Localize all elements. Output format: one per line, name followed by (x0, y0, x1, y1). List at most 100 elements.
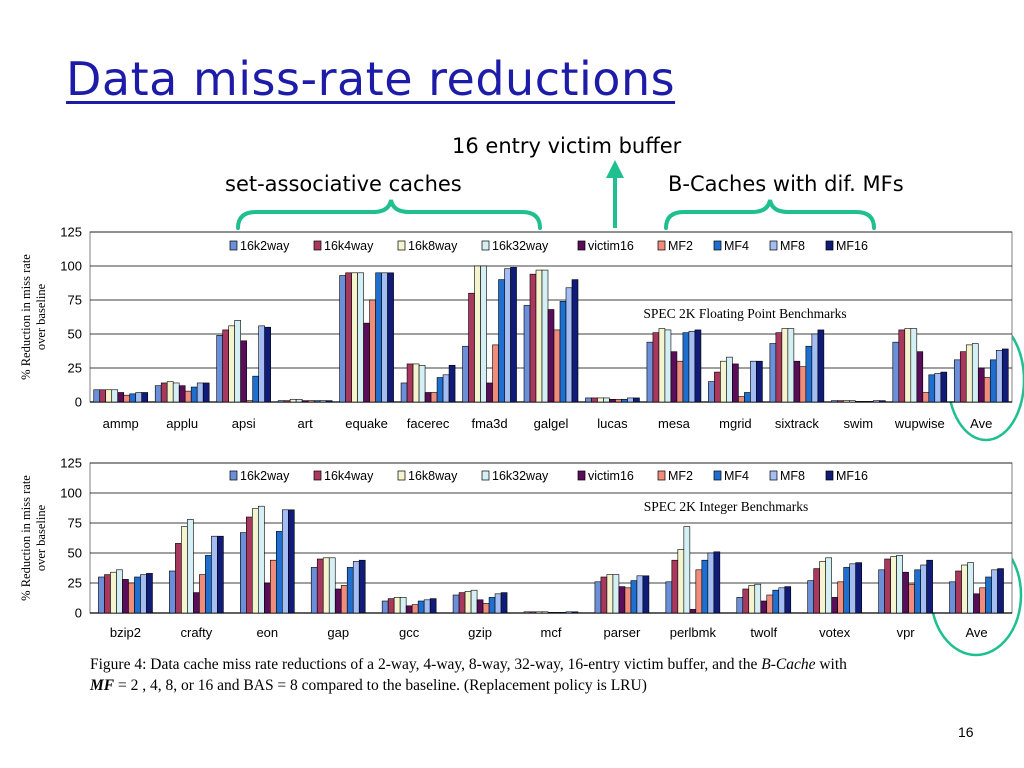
bar-victim16-equake (363, 322, 370, 403)
bar-MF8-sixtrack (811, 333, 819, 403)
legend-swatch (577, 240, 586, 251)
bar-victim16-gzip (476, 599, 484, 614)
bar-16k4way-bzip2 (104, 574, 111, 614)
bar-MF2-sixtrack (799, 366, 807, 403)
bar-16k32way-mesa (664, 329, 672, 403)
legend-swatch (481, 240, 490, 251)
bar-MF2-parser (624, 587, 632, 614)
bar-MF2-perlbmk (695, 569, 703, 614)
bar-MF16-galgel (571, 279, 579, 403)
legend-label: 16k2way (240, 469, 290, 483)
bar-victim16-Ave (973, 593, 980, 614)
bar-16k4way-fma3d (468, 292, 475, 403)
legend-label: 16k8way (408, 239, 458, 253)
bar-16k8way-mesa (658, 328, 666, 403)
bar-MF2-mesa (676, 360, 684, 403)
legend-label: 16k4way (324, 469, 374, 483)
bar-16k4way-eon (246, 516, 253, 614)
legend-label: MF2 (668, 239, 693, 253)
bar-16k2way-bzip2 (98, 576, 105, 614)
bar-16k8way-sixtrack (781, 328, 789, 403)
bar-16k8way-apsi (228, 325, 235, 403)
bar-16k2way-art (277, 400, 285, 403)
bar-16k8way-lucas (597, 397, 604, 403)
bar-16k2way-lucas (585, 397, 592, 403)
legend-label: MF16 (836, 469, 868, 483)
legend-swatch (397, 470, 406, 481)
bar-16k32way-wupwise (910, 328, 918, 403)
bar-16k2way-gzip (452, 594, 460, 614)
bar-victim16-Ave (977, 367, 985, 403)
bar-MF16-twolf (784, 586, 792, 614)
bar-16k4way-mcf (529, 611, 537, 614)
bar-MF2-gap (340, 585, 348, 614)
bar-victim16-mgrid (732, 363, 739, 403)
bar-MF2-Ave (979, 587, 986, 614)
bar-MF2-applu (184, 390, 192, 403)
bar-MF16-vpr (926, 559, 933, 614)
bar-MF2-Ave (983, 377, 991, 403)
bar-16k32way-gzip (470, 589, 478, 614)
slide-title: Data miss-rate reductions (66, 52, 676, 106)
bar-16k4way-votex (813, 568, 820, 614)
y-tick-label: 50 (68, 327, 82, 342)
category-label: Ave (970, 416, 992, 431)
bar-16k32way-swim (849, 400, 856, 403)
page-number: 16 (958, 724, 974, 740)
bar-MF8-apsi (258, 325, 265, 403)
bar-16k2way-ammp (93, 389, 101, 403)
bar-MF16-mcf (571, 611, 579, 614)
category-label: sixtrack (775, 416, 820, 431)
bar-MF16-parser (642, 575, 650, 614)
bar-16k32way-fma3d (480, 265, 487, 403)
bar-MF2-gcc (411, 604, 419, 614)
bar-MF2-votex (837, 581, 844, 614)
bar-victim16-vpr (902, 571, 909, 614)
bar-16k4way-Ave (959, 351, 967, 403)
bar-16k2way-gcc (381, 600, 389, 614)
bar-MF4-twolf (772, 589, 780, 614)
bar-MF16-gzip (500, 592, 508, 614)
bar-16k2way-twolf (736, 597, 744, 614)
legend-swatch (769, 470, 778, 481)
legend-swatch (657, 470, 666, 481)
bar-MF16-ammp (141, 392, 149, 403)
bar-MF4-facerec (436, 377, 444, 403)
bar-MF16-mgrid (756, 360, 763, 403)
category-label: eon (256, 625, 278, 640)
bar-16k4way-facerec (406, 363, 414, 403)
bar-16k2way-votex (807, 580, 814, 614)
bar-16k2way-fma3d (462, 345, 469, 403)
bar-16k8way-wupwise (904, 328, 912, 403)
bar-MF4-sixtrack (805, 345, 813, 403)
bar-16k2way-galgel (523, 305, 531, 403)
bar-16k32way-ammp (111, 389, 119, 403)
bar-victim16-mcf (547, 612, 555, 614)
bar-MF2-mcf (553, 612, 561, 614)
bar-16k8way-Ave (961, 564, 968, 614)
bar-MF2-lucas (615, 398, 622, 403)
bar-MF2-wupwise (922, 392, 930, 403)
bar-MF4-Ave (985, 576, 992, 614)
bar-MF16-eon (288, 509, 295, 614)
bar-16k32way-Ave (971, 343, 979, 403)
bar-16k8way-equake (351, 272, 358, 403)
category-label: art (298, 416, 314, 431)
bar-16k4way-mgrid (714, 371, 721, 403)
bar-MF8-wupwise (934, 373, 942, 403)
bar-16k32way-vpr (896, 555, 903, 614)
bar-MF8-Ave (991, 569, 998, 614)
bar-victim16-ammp (117, 392, 125, 403)
bar-16k32way-apsi (234, 320, 241, 403)
bar-MF2-art (307, 400, 315, 403)
bar-MF4-gzip (488, 597, 496, 614)
y-axis-label: over baseline (34, 504, 48, 571)
legend-label: MF2 (668, 469, 693, 483)
bar-MF8-galgel (565, 287, 573, 403)
bar-MF4-bzip2 (134, 576, 141, 614)
bar-16k32way-votex (825, 557, 832, 614)
bar-victim16-fma3d (486, 382, 493, 403)
bar-16k8way-gap (322, 557, 330, 614)
bar-16k2way-vpr (878, 569, 885, 614)
legend-swatch (769, 240, 778, 251)
